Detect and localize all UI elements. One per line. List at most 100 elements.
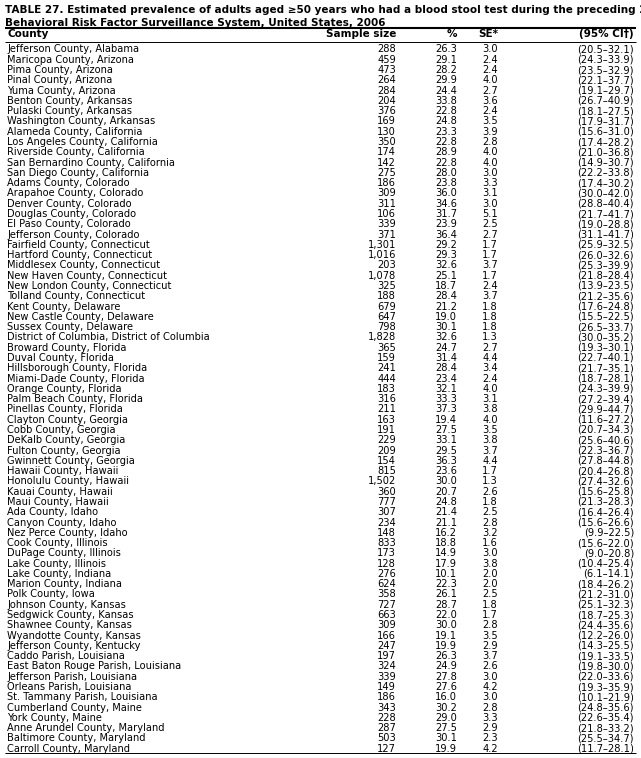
Text: 30.0: 30.0: [435, 476, 457, 487]
Text: Miami-Dade County, Florida: Miami-Dade County, Florida: [7, 374, 145, 384]
Text: Shawnee County, Kansas: Shawnee County, Kansas: [7, 620, 132, 631]
Text: 503: 503: [378, 734, 396, 744]
Text: 1,301: 1,301: [368, 240, 396, 250]
Text: 3.5: 3.5: [483, 425, 498, 435]
Text: Pinellas County, Florida: Pinellas County, Florida: [7, 404, 123, 415]
Text: 27.5: 27.5: [435, 425, 457, 435]
Text: 247: 247: [378, 641, 396, 651]
Text: (17.4–30.2): (17.4–30.2): [578, 178, 634, 188]
Text: Maui County, Hawaii: Maui County, Hawaii: [7, 497, 109, 507]
Text: 459: 459: [378, 55, 396, 64]
Text: Honolulu County, Hawaii: Honolulu County, Hawaii: [7, 476, 129, 487]
Text: TABLE 27. Estimated prevalence of adults aged ≥50 years who had a blood stool te: TABLE 27. Estimated prevalence of adults…: [5, 5, 641, 15]
Text: 2.7: 2.7: [483, 343, 498, 352]
Text: 3.0: 3.0: [483, 168, 498, 178]
Text: 34.6: 34.6: [435, 199, 457, 208]
Text: (27.2–39.4): (27.2–39.4): [578, 394, 634, 404]
Text: 1.8: 1.8: [482, 600, 498, 609]
Text: 3.3: 3.3: [483, 178, 498, 188]
Text: 130: 130: [377, 127, 396, 136]
Text: 23.6: 23.6: [435, 466, 457, 476]
Text: (25.1–32.3): (25.1–32.3): [578, 600, 634, 609]
Text: 29.0: 29.0: [435, 713, 457, 723]
Text: 32.6: 32.6: [435, 261, 457, 271]
Text: (21.3–28.3): (21.3–28.3): [578, 497, 634, 507]
Text: 31.7: 31.7: [435, 209, 457, 219]
Text: (9.0–20.8): (9.0–20.8): [584, 548, 634, 559]
Text: (15.6–22.0): (15.6–22.0): [578, 538, 634, 548]
Text: (21.8–33.2): (21.8–33.2): [578, 723, 634, 733]
Text: %: %: [447, 29, 457, 39]
Text: (19.1–33.5): (19.1–33.5): [578, 651, 634, 661]
Text: 3.0: 3.0: [483, 692, 498, 703]
Text: 28.2: 28.2: [435, 65, 457, 75]
Text: (11.7–28.1): (11.7–28.1): [577, 744, 634, 753]
Text: 173: 173: [377, 548, 396, 559]
Text: 16.0: 16.0: [435, 692, 457, 703]
Text: 24.9: 24.9: [435, 662, 457, 672]
Text: San Bernardino County, California: San Bernardino County, California: [7, 158, 175, 168]
Text: District of Columbia, District of Columbia: District of Columbia, District of Columb…: [7, 333, 210, 343]
Text: 33.1: 33.1: [435, 435, 457, 445]
Text: 2.8: 2.8: [483, 137, 498, 147]
Text: 30.1: 30.1: [435, 734, 457, 744]
Text: 4.0: 4.0: [483, 415, 498, 424]
Text: (26.5–33.7): (26.5–33.7): [578, 322, 634, 332]
Text: Marion County, Indiana: Marion County, Indiana: [7, 579, 122, 589]
Text: St. Tammany Parish, Louisiana: St. Tammany Parish, Louisiana: [7, 692, 158, 703]
Text: 1.7: 1.7: [482, 240, 498, 250]
Text: 30.0: 30.0: [435, 620, 457, 631]
Text: 316: 316: [377, 394, 396, 404]
Text: Duval County, Florida: Duval County, Florida: [7, 353, 114, 363]
Text: (23.5–32.9): (23.5–32.9): [578, 65, 634, 75]
Text: 32.6: 32.6: [435, 333, 457, 343]
Text: 2.7: 2.7: [483, 86, 498, 96]
Text: 2.4: 2.4: [483, 65, 498, 75]
Text: (21.7–35.1): (21.7–35.1): [578, 363, 634, 373]
Text: Lake County, Indiana: Lake County, Indiana: [7, 569, 112, 579]
Text: (27.8–44.8): (27.8–44.8): [578, 456, 634, 466]
Text: 663: 663: [378, 610, 396, 620]
Text: 3.1: 3.1: [482, 189, 498, 199]
Text: 229: 229: [378, 435, 396, 445]
Text: 339: 339: [378, 219, 396, 230]
Text: 3.7: 3.7: [483, 651, 498, 661]
Text: 3.0: 3.0: [483, 672, 498, 681]
Text: (30.0–35.2): (30.0–35.2): [578, 333, 634, 343]
Text: El Paso County, Colorado: El Paso County, Colorado: [7, 219, 131, 230]
Text: Orleans Parish, Louisiana: Orleans Parish, Louisiana: [7, 682, 131, 692]
Text: 376: 376: [378, 106, 396, 116]
Text: (21.2–35.6): (21.2–35.6): [578, 291, 634, 301]
Text: 276: 276: [378, 569, 396, 579]
Text: Polk County, Iowa: Polk County, Iowa: [7, 590, 95, 600]
Text: Hawaii County, Hawaii: Hawaii County, Hawaii: [7, 466, 119, 476]
Text: 21.2: 21.2: [435, 302, 457, 312]
Text: 127: 127: [377, 744, 396, 753]
Text: 4.2: 4.2: [483, 744, 498, 753]
Text: Los Angeles County, California: Los Angeles County, California: [7, 137, 158, 147]
Text: East Baton Rouge Parish, Louisiana: East Baton Rouge Parish, Louisiana: [7, 662, 181, 672]
Text: 2.0: 2.0: [483, 569, 498, 579]
Text: 1.8: 1.8: [482, 497, 498, 507]
Text: 29.2: 29.2: [435, 240, 457, 250]
Text: (17.4–28.2): (17.4–28.2): [578, 137, 634, 147]
Text: 20.7: 20.7: [435, 487, 457, 496]
Text: 191: 191: [377, 425, 396, 435]
Text: 203: 203: [378, 261, 396, 271]
Text: (19.3–30.1): (19.3–30.1): [578, 343, 634, 352]
Text: (20.5–32.1): (20.5–32.1): [578, 45, 634, 55]
Text: 29.3: 29.3: [435, 250, 457, 260]
Text: York County, Maine: York County, Maine: [7, 713, 102, 723]
Text: Pinal County, Arizona: Pinal County, Arizona: [7, 75, 112, 86]
Text: 358: 358: [378, 590, 396, 600]
Text: 26.3: 26.3: [435, 45, 457, 55]
Text: Cook County, Illinois: Cook County, Illinois: [7, 538, 108, 548]
Text: Gwinnett County, Georgia: Gwinnett County, Georgia: [7, 456, 135, 466]
Text: 26.3: 26.3: [435, 651, 457, 661]
Text: (22.1–37.7): (22.1–37.7): [578, 75, 634, 86]
Text: Washington County, Arkansas: Washington County, Arkansas: [7, 117, 155, 127]
Text: 325: 325: [378, 281, 396, 291]
Text: (15.6–26.6): (15.6–26.6): [578, 518, 634, 528]
Text: (6.1–14.1): (6.1–14.1): [583, 569, 634, 579]
Text: 19.0: 19.0: [435, 312, 457, 322]
